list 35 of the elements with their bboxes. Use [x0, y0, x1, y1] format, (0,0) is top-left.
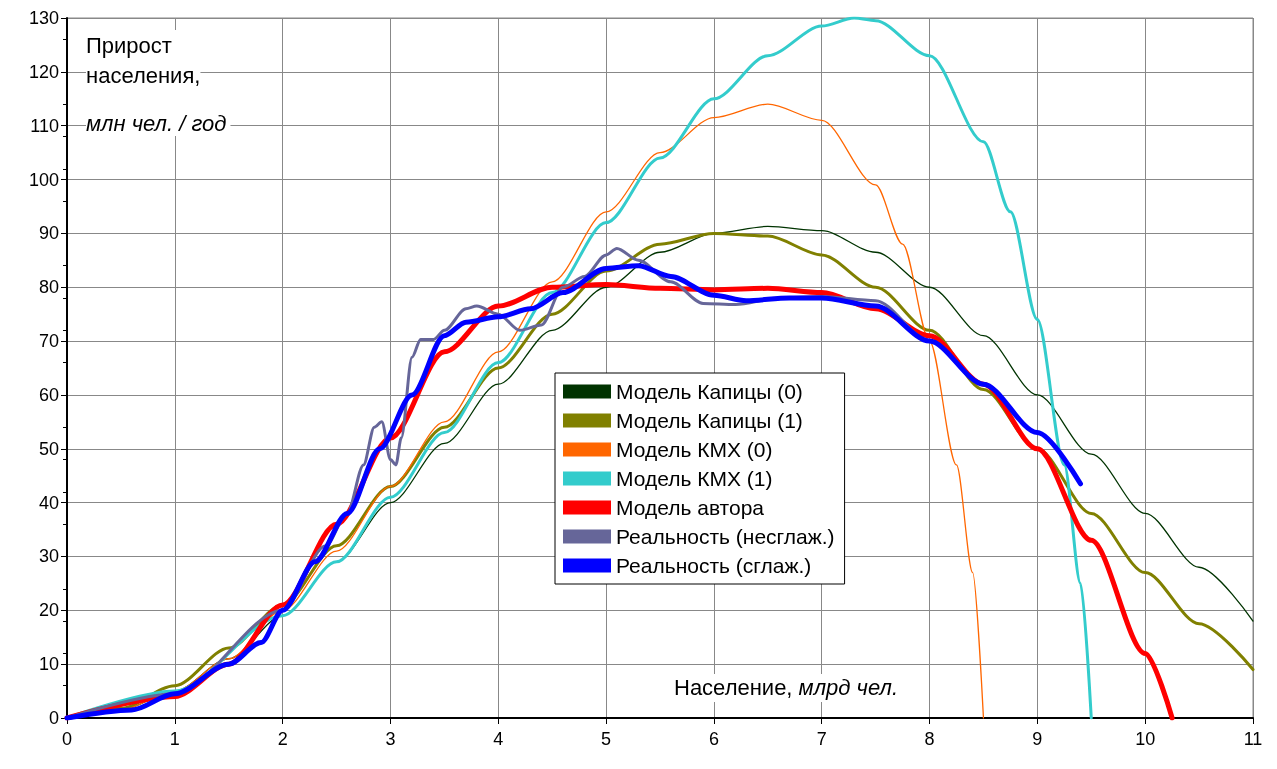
y-tick-label: 50 — [38, 438, 59, 459]
legend-label: Модель КМХ (0) — [616, 438, 773, 461]
legend-label: Модель Капицы (1) — [616, 409, 803, 432]
y-tick-label: 100 — [28, 169, 59, 190]
legend-label: Реальность (сглаж.) — [616, 554, 812, 577]
legend-label: Реальность (несглаж.) — [616, 525, 835, 548]
x-axis-title: Население, млрд чел. — [674, 674, 899, 700]
y-tick-label: 90 — [38, 223, 59, 244]
x-tick-label: 3 — [385, 729, 396, 749]
x-tick-label: 5 — [601, 729, 612, 749]
x-tick-label: 4 — [493, 729, 504, 749]
x-tick-label: 6 — [708, 729, 719, 749]
y-tick-label: 130 — [28, 8, 59, 28]
y-tick-label: 0 — [48, 708, 59, 728]
y-tick-label: 80 — [38, 277, 59, 298]
x-tick-label: 10 — [1135, 729, 1156, 749]
y-tick-label: 120 — [28, 61, 59, 82]
legend-label: Модель Капицы (0) — [616, 380, 803, 403]
y-tick-label: 10 — [38, 654, 59, 675]
x-tick-label: 11 — [1243, 729, 1263, 749]
legend-label: Модель КМХ (1) — [616, 467, 773, 490]
y-tick-label: 70 — [38, 331, 59, 352]
x-tick-label: 1 — [169, 729, 180, 749]
legend-label: Модель автора — [616, 496, 765, 519]
y-tick-label: 30 — [38, 546, 59, 567]
x-tick-label: 8 — [924, 729, 935, 749]
y-tick-label: 110 — [30, 115, 59, 136]
y-tick-label: 40 — [38, 492, 59, 513]
x-tick-label: 0 — [61, 729, 73, 749]
x-tick-label: 2 — [277, 729, 288, 749]
y-tick-label: 20 — [38, 600, 59, 621]
y-axis-title: Прирост населения, млн чел. / год — [86, 32, 227, 136]
x-tick-label: 7 — [816, 729, 827, 749]
x-tick-label: 9 — [1032, 729, 1043, 749]
y-tick-label: 60 — [38, 384, 59, 405]
